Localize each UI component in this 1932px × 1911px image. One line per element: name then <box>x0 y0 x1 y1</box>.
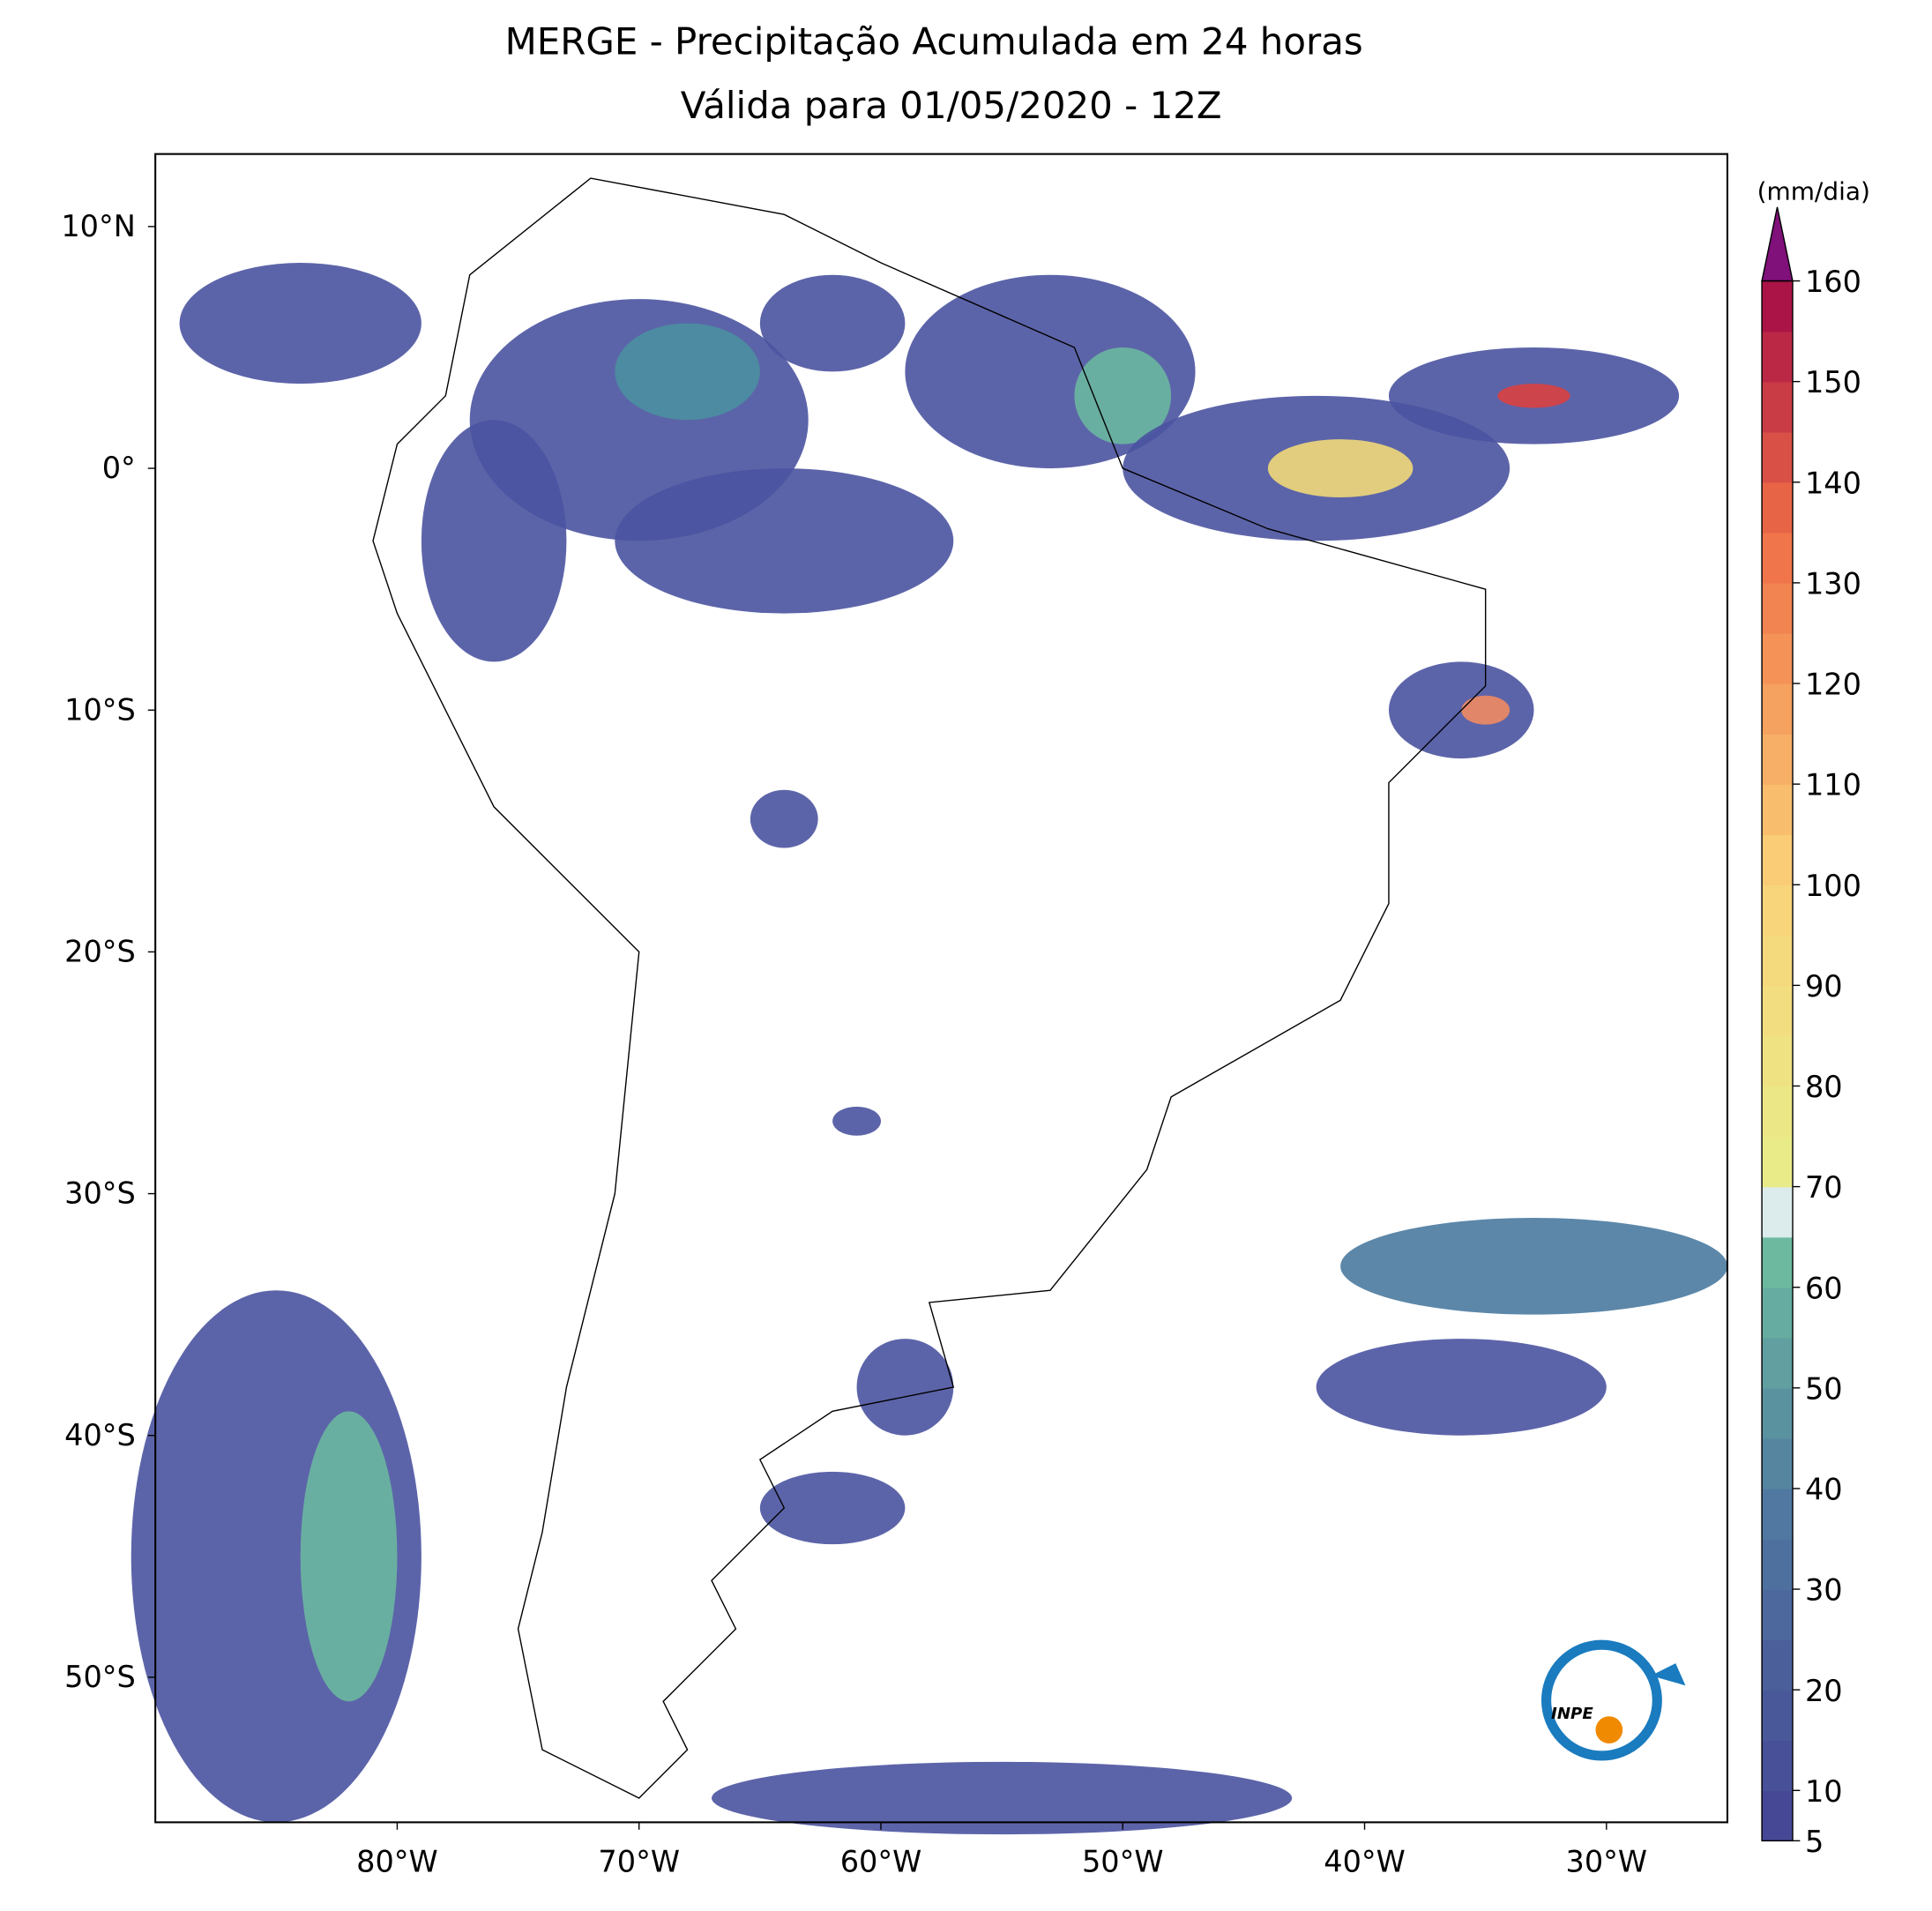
colorbar-tick-label: 120 <box>1805 668 1861 702</box>
colorbar-segment <box>1762 985 1793 1037</box>
colorbar-segment <box>1762 280 1793 332</box>
colorbar-tick-label: 110 <box>1805 768 1861 802</box>
logo-ring <box>1540 1639 1662 1761</box>
logo-text: INPE <box>1551 1705 1593 1723</box>
colorbar-segment <box>1762 331 1793 383</box>
precip-area <box>615 468 954 614</box>
colorbar-segment <box>1762 1086 1793 1138</box>
colorbar-segment <box>1762 834 1793 885</box>
y-tick-label: 40°S <box>64 1418 136 1452</box>
map-frame <box>154 153 1728 1824</box>
precip-area <box>759 1471 906 1545</box>
colorbar-segment <box>1762 632 1793 684</box>
colorbar-segment <box>1762 935 1793 987</box>
precip-area <box>759 274 906 372</box>
x-tick-label: 40°W <box>1324 1844 1406 1878</box>
colorbar-segment <box>1762 1337 1793 1389</box>
x-tick-label: 70°W <box>598 1844 680 1878</box>
precip-area <box>1461 695 1511 725</box>
y-tick-label: 50°S <box>64 1660 136 1694</box>
precip-area <box>1316 1339 1607 1436</box>
x-tick-label: 30°W <box>1566 1844 1648 1878</box>
colorbar-extend <box>1761 206 1794 282</box>
colorbar-segment <box>1762 481 1793 534</box>
colorbar-segment <box>1762 734 1793 785</box>
colorbar-tick-label: 30 <box>1805 1573 1843 1608</box>
x-tick-label: 60°W <box>840 1844 922 1878</box>
chart-title: MERGE - Precipitação Acumulada em 24 hor… <box>505 19 1363 63</box>
precip-area <box>300 1411 398 1702</box>
precip-area <box>1267 439 1414 497</box>
y-tick-label: 30°S <box>64 1176 136 1211</box>
colorbar-tick-label: 100 <box>1805 869 1861 903</box>
colorbar-tick-label: 50 <box>1805 1371 1843 1406</box>
colorbar-segment <box>1762 1387 1793 1439</box>
colorbar-segment <box>1762 1740 1793 1792</box>
colorbar-segment <box>1762 1589 1793 1640</box>
y-tick-label: 0° <box>102 451 136 485</box>
map <box>131 177 1727 1835</box>
precip-area <box>1497 384 1570 408</box>
colorbar-segment <box>1762 1236 1793 1288</box>
colorbar-segment <box>1762 532 1793 584</box>
logo-dot <box>1595 1716 1623 1743</box>
y-tick-label: 20°S <box>64 935 136 969</box>
logo-arrow <box>1651 1663 1686 1686</box>
chart-subtitle: Válida para 01/05/2020 - 12Z <box>681 84 1222 127</box>
precip-area <box>1074 347 1172 444</box>
logo: INPE <box>1540 1639 1686 1761</box>
colorbar-segment <box>1762 1488 1793 1540</box>
colorbar-segment <box>1762 1035 1793 1087</box>
colorbar-segment <box>1762 1539 1793 1590</box>
precip-area <box>1340 1217 1727 1315</box>
colorbar: 5 10 20 30 40 50 60 70 80 90 100 110 120 130 140 150 160 <box>1761 206 1861 1859</box>
colorbar-segment <box>1762 1690 1793 1741</box>
coastline <box>372 177 1487 1799</box>
precip-area <box>615 323 760 421</box>
colorbar-tick-label: 140 <box>1805 466 1861 500</box>
colorbar-tick-label: 5 <box>1805 1825 1824 1859</box>
colorbar-tick-label: 150 <box>1805 365 1861 399</box>
colorbar-tick-label: 60 <box>1805 1271 1843 1305</box>
colorbar-segment <box>1762 381 1793 433</box>
precip-area <box>832 1106 881 1136</box>
precip-area <box>856 1339 954 1436</box>
colorbar-segment <box>1762 1287 1793 1339</box>
colorbar-segment <box>1762 885 1793 937</box>
precip-area <box>421 420 567 662</box>
precip-area <box>711 1761 1293 1835</box>
colorbar-segment <box>1762 784 1793 835</box>
colorbar-tick-label: 160 <box>1805 265 1861 299</box>
precip-area <box>750 789 818 848</box>
colorbar-segment <box>1762 431 1793 483</box>
colorbar-tick-label: 80 <box>1805 1070 1843 1104</box>
colorbar-tick-label: 130 <box>1805 566 1861 601</box>
colorbar-tick-label: 70 <box>1805 1170 1843 1205</box>
colorbar-segment <box>1762 1639 1793 1691</box>
colorbar-segment <box>1762 1790 1793 1842</box>
precip-area <box>179 263 421 384</box>
colorbar-segment <box>1762 683 1793 735</box>
x-tick-label: 50°W <box>1082 1844 1164 1878</box>
y-tick-label: 10°N <box>61 209 135 243</box>
colorbar-tick-label: 40 <box>1805 1473 1843 1507</box>
colorbar-tick-label: 20 <box>1805 1674 1843 1708</box>
colorbar-tick-label: 90 <box>1805 969 1843 1004</box>
colorbar-segment <box>1762 1136 1793 1188</box>
colorbar-tick-label: 10 <box>1805 1774 1843 1809</box>
y-tick-label: 10°S <box>64 692 136 727</box>
colorbar-segment <box>1762 582 1793 634</box>
colorbar-frame <box>1761 280 1794 1842</box>
colorbar-segment <box>1762 1437 1793 1489</box>
x-tick-label: 80°W <box>356 1844 438 1878</box>
colorbar-label: (mm/dia) <box>1757 176 1870 205</box>
colorbar-segment <box>1762 1186 1793 1238</box>
